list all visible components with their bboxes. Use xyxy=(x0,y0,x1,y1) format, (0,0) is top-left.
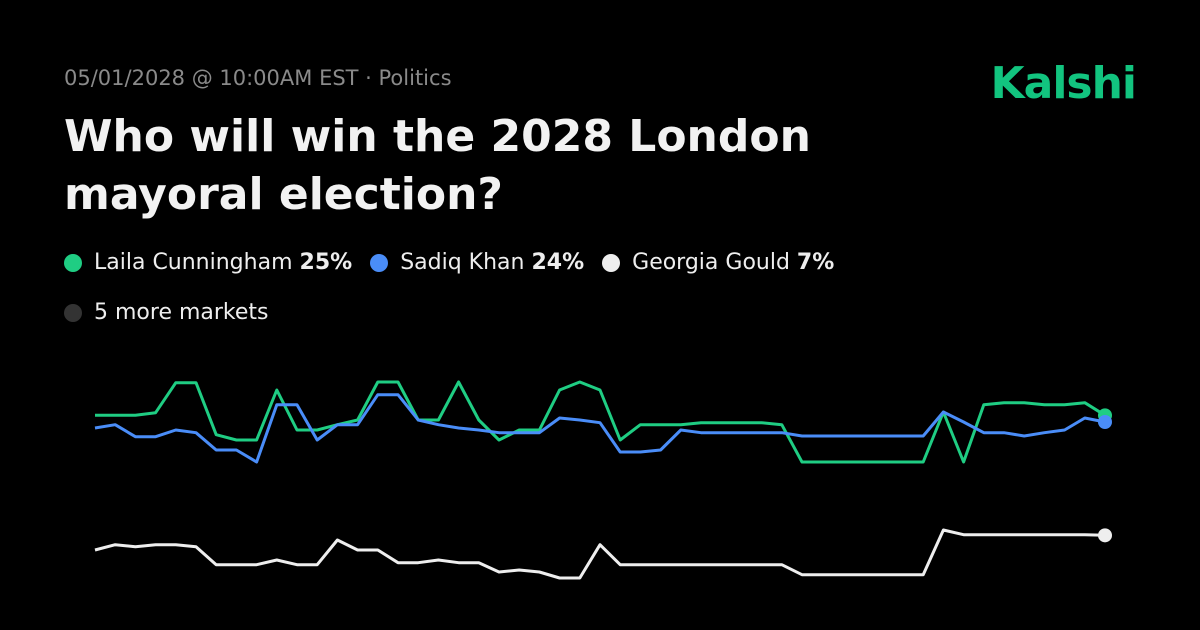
legend-name: Sadiq Khan xyxy=(400,250,525,275)
legend-name: Georgia Gould xyxy=(632,250,790,275)
series-line xyxy=(95,380,1106,464)
legend-item[interactable]: Laila Cunningham 25% xyxy=(64,250,352,275)
more-dot xyxy=(64,303,82,322)
chart-title: Who will win the 2028 London mayoral ele… xyxy=(64,111,811,220)
legend-dot xyxy=(370,253,389,272)
series-line xyxy=(94,393,1106,464)
legend-value: 7% xyxy=(796,250,835,275)
end-dot xyxy=(1098,415,1112,429)
legend-name: Laila Cunningham xyxy=(94,250,293,275)
series-line xyxy=(94,528,1106,580)
legend-dot xyxy=(64,253,82,272)
legend: Laila Cunningham 25% Sadiq Khan 24% Georgia … xyxy=(64,250,834,275)
legend-value: 25% xyxy=(299,250,353,275)
legend-item[interactable]: Sadiq Khan 24% xyxy=(370,250,584,275)
legend-item[interactable]: Georgia Gould 7% xyxy=(602,250,834,275)
end-dot xyxy=(1098,528,1112,543)
more-label: 5 more markets xyxy=(94,300,269,325)
brand-logo: Kalshi xyxy=(990,58,1137,109)
legend-value: 24% xyxy=(531,250,585,275)
legend-dot xyxy=(602,253,621,272)
more-markets[interactable]: 5 more markets xyxy=(64,300,269,325)
dateline: 05/01/2028 @ 10:00AM EST · Politics xyxy=(64,66,452,90)
